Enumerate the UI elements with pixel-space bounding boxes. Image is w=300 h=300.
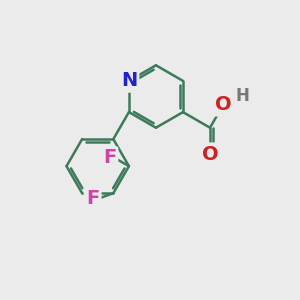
Text: O: O	[215, 95, 232, 114]
Text: F: F	[86, 189, 99, 208]
Text: H: H	[236, 87, 250, 105]
Text: O: O	[202, 145, 218, 164]
Text: F: F	[103, 148, 116, 167]
Text: N: N	[121, 71, 137, 90]
